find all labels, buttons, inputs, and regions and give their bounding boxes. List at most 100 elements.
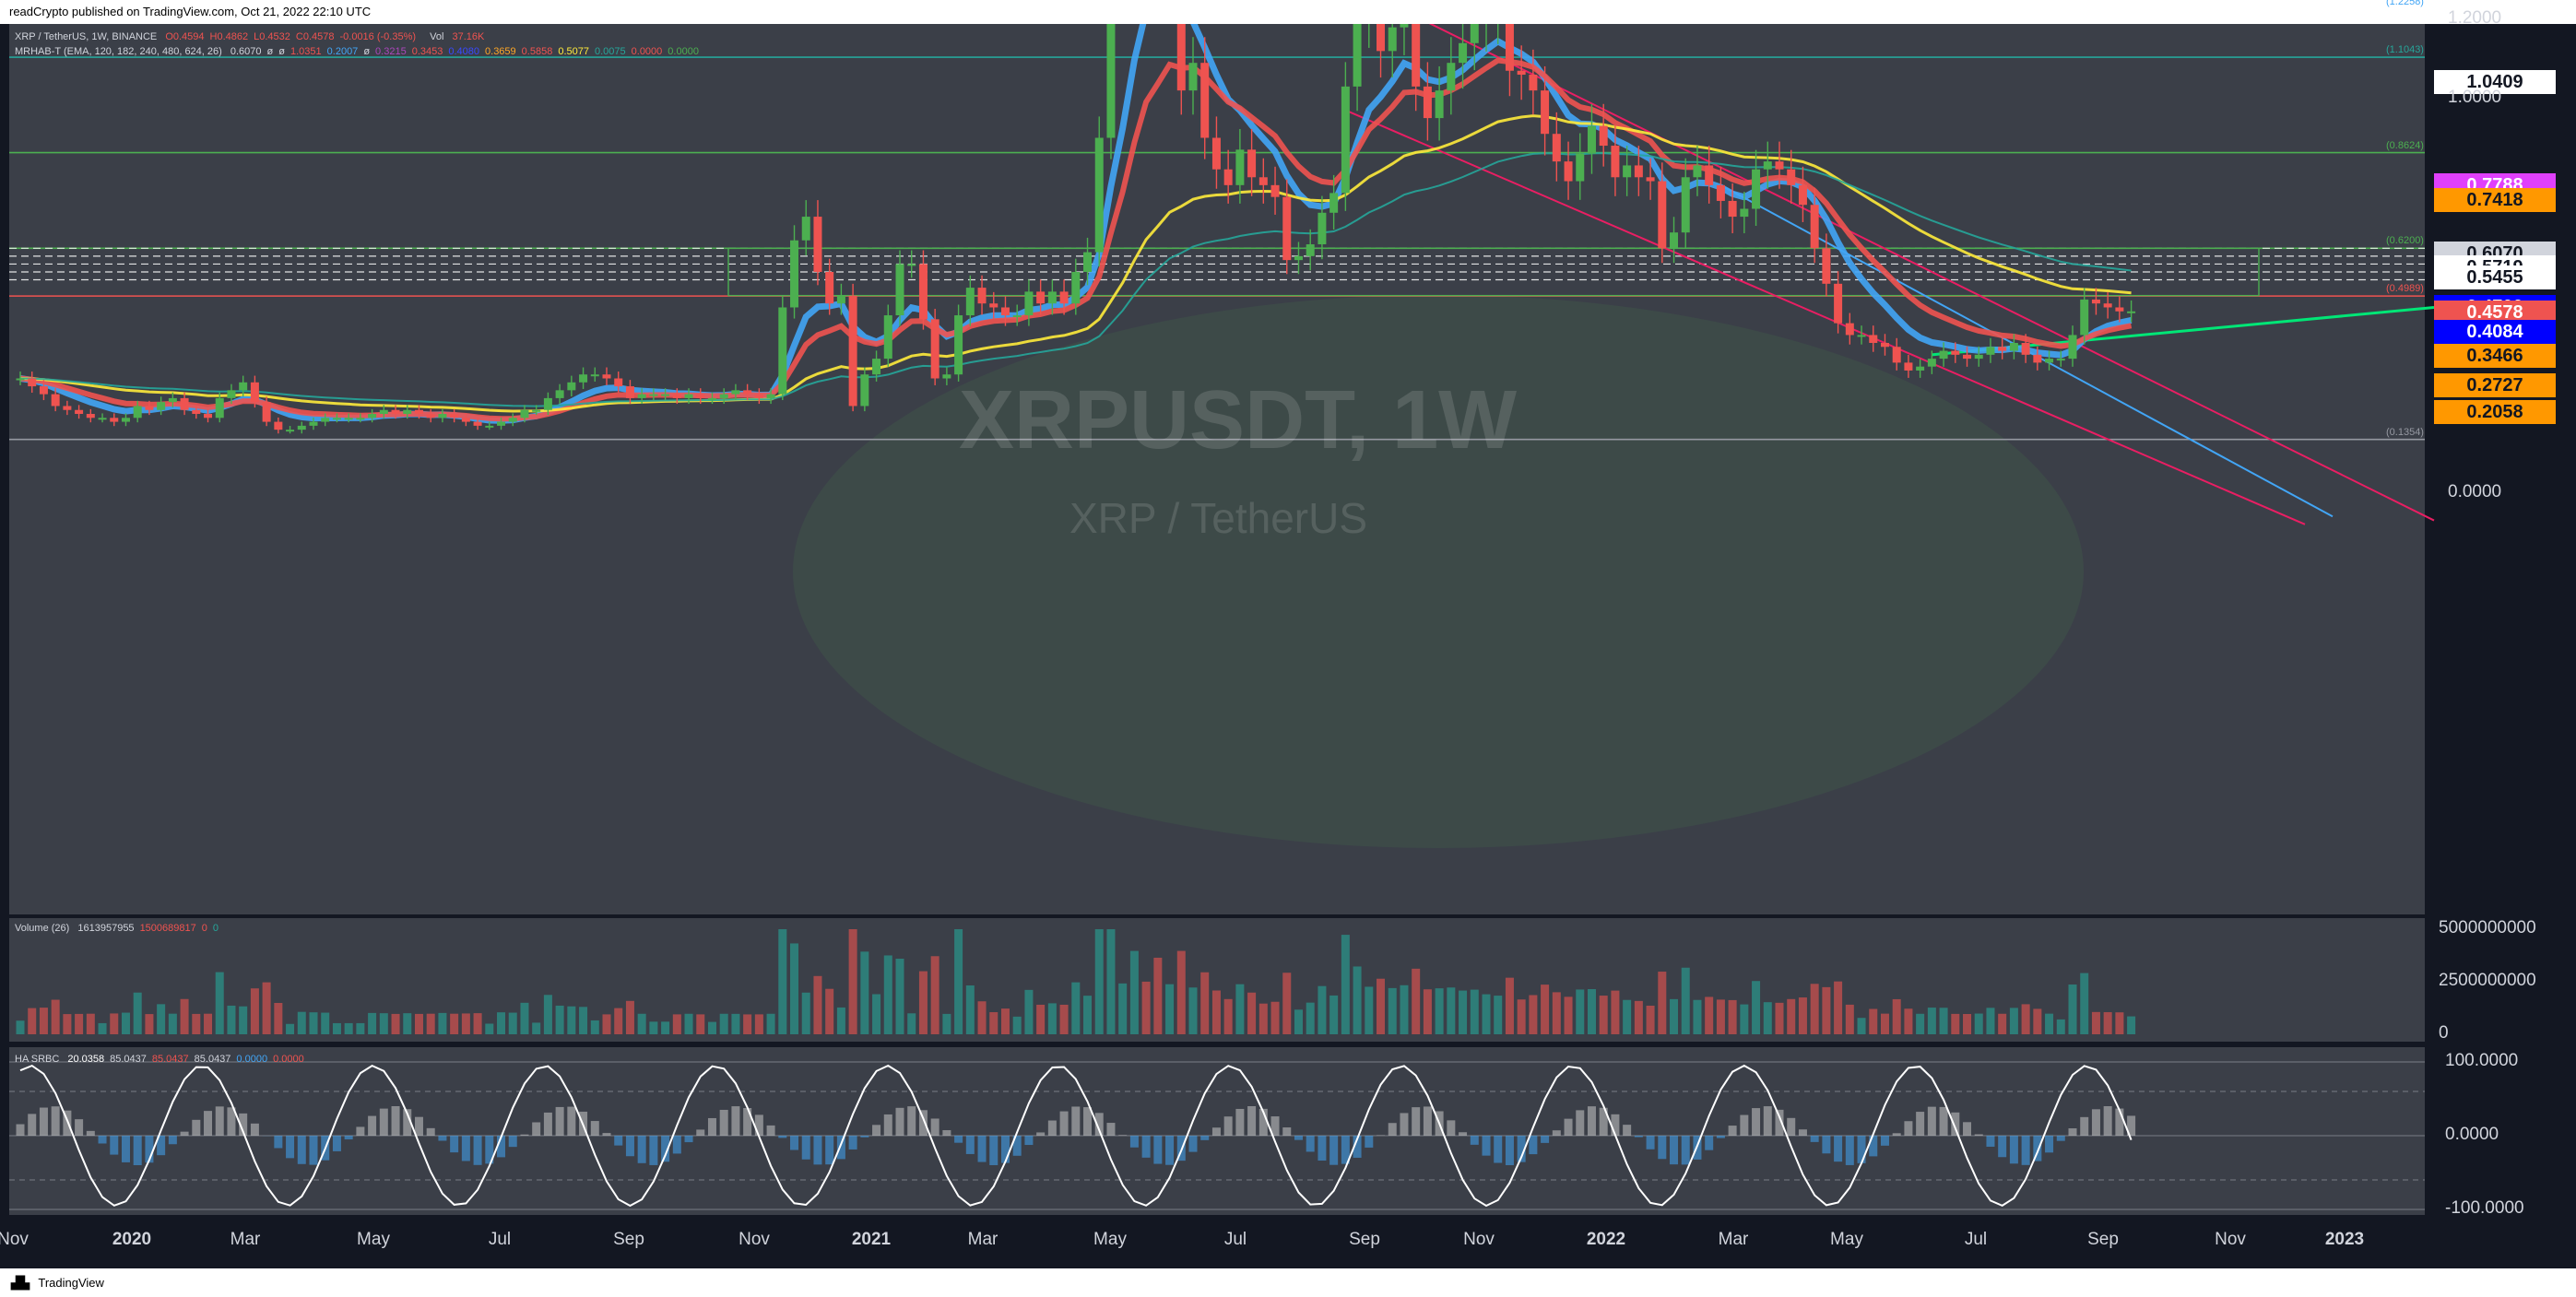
oscillator-histogram-bar (1094, 1113, 1104, 1136)
volume-bar (63, 1014, 72, 1034)
volume-bar (2127, 1016, 2136, 1034)
oscillator-histogram-bar (1447, 1120, 1456, 1136)
volume-bar (1646, 1005, 1655, 1034)
candle-body (1763, 161, 1772, 170)
candle-body (239, 382, 248, 391)
oscillator-histogram-bar (2115, 1108, 2124, 1136)
oscillator-histogram-bar (379, 1108, 388, 1136)
oscillator-histogram-bar (110, 1136, 119, 1155)
candle-body (1564, 161, 1573, 182)
oscillator-histogram-bar (1787, 1117, 1796, 1136)
candle-body (1787, 169, 1796, 185)
volume-bar (707, 1021, 716, 1034)
price-tag-value: 0.7418 (2466, 190, 2523, 211)
tradingview-logo-icon: ▟▙ (11, 1276, 30, 1290)
oscillator-histogram-bar (790, 1136, 799, 1150)
volume-bar (1435, 988, 1444, 1034)
oscillator-histogram-bar (1353, 1136, 1362, 1158)
oscillator-histogram-bar (86, 1130, 95, 1136)
volume-bar (778, 929, 787, 1034)
volume-bar (1517, 999, 1526, 1034)
x-tick-label: Nov (0, 1230, 29, 1249)
volume-bar (1423, 989, 1432, 1034)
oscillator-histogram-bar (309, 1136, 318, 1165)
oscillator-histogram-bar (450, 1136, 459, 1153)
candle-body (860, 374, 869, 407)
candle-body (907, 264, 916, 266)
price-tag-value: 0.5455 (2466, 267, 2523, 289)
oscillator-histogram-bar (1658, 1136, 1667, 1160)
candle-body (250, 382, 259, 403)
candle-body (215, 397, 224, 419)
y-tick-label: 1.2000 (2448, 8, 2502, 29)
x-tick-label: 2022 (1586, 1230, 1626, 1249)
volume-bar (51, 999, 60, 1034)
oscillator-histogram-bar (1517, 1136, 1526, 1162)
candle-body (1892, 347, 1901, 363)
volume-bar (579, 1007, 588, 1034)
oscillator-histogram-bar (1118, 1135, 1128, 1136)
volume-bar (1447, 987, 1456, 1034)
oscillator-histogram-bar (1541, 1136, 1550, 1143)
volume-legend: Volume (26) 1613957955 1500689817 0 0 (15, 923, 230, 934)
oscillator-histogram-bar (872, 1125, 881, 1136)
indicator-value-0: 0.6070 (230, 46, 262, 57)
oscillator-histogram-bar (1798, 1129, 1807, 1136)
oscillator-histogram-bar (1459, 1132, 1468, 1136)
candle-body (1963, 354, 1972, 360)
oscillator-histogram-bar (274, 1136, 283, 1149)
volume-bar (274, 1002, 283, 1034)
oscillator-histogram-bar (1587, 1106, 1596, 1136)
candle-body (1681, 177, 1690, 233)
candle-body (403, 409, 412, 415)
volume-bar (344, 1022, 353, 1034)
volume-bar (1012, 1016, 1022, 1034)
oscillator-histogram-bar (2103, 1106, 2112, 1136)
price-tag-value: 0.4084 (2466, 321, 2523, 342)
candle-body (1845, 323, 1854, 336)
volume-bar (1904, 1008, 1913, 1034)
volume-bar (614, 1008, 623, 1034)
price-tag: 0.7418 (2434, 188, 2556, 213)
volume-bar (1552, 992, 1561, 1034)
candle-body (579, 374, 588, 383)
volume-bar (332, 1022, 341, 1034)
volume-bar (98, 1022, 107, 1034)
candle-body (637, 394, 646, 398)
candle-body (614, 378, 623, 387)
volume-bar (766, 1013, 775, 1034)
volume-bar (555, 1005, 564, 1034)
candle-body (1423, 86, 1432, 119)
oscillator-histogram-bar (414, 1116, 423, 1136)
oscillator-histogram-bar (1470, 1136, 1479, 1145)
candle-body (1869, 335, 1878, 343)
candle-body (309, 421, 318, 426)
oscillator-histogram-bar (1963, 1122, 1972, 1136)
volume-bar (356, 1022, 365, 1034)
oscillator-value-2: 85.0437 (151, 1054, 189, 1065)
candle-body (1388, 27, 1397, 52)
volume-bar (1775, 1002, 1784, 1034)
candle-body (2080, 299, 2089, 336)
candle-body (297, 425, 306, 430)
oscillator-histogram-bar (403, 1109, 412, 1136)
channel-upper-line (1380, 0, 2435, 522)
candle-body (696, 394, 705, 398)
volume-bar (836, 1007, 845, 1034)
x-tick-label: Jul (1964, 1230, 1988, 1249)
candle-body (1974, 354, 1983, 360)
indicator-value-6: 0.3215 (375, 46, 407, 57)
oscillator-histogram-bar (1400, 1113, 1409, 1136)
oscillator-histogram-bar (39, 1107, 48, 1136)
price-tag: 0.2727 (2434, 372, 2556, 397)
volume-bar (403, 1013, 412, 1034)
candle-body (1200, 63, 1210, 138)
level-label: (1.2258) (2386, 0, 2424, 8)
candle-body (133, 406, 142, 419)
candle-body (790, 240, 799, 308)
volume-bar (930, 956, 939, 1034)
candle-body (497, 421, 506, 426)
candle-body (192, 409, 201, 415)
volume-bar (204, 1013, 213, 1034)
